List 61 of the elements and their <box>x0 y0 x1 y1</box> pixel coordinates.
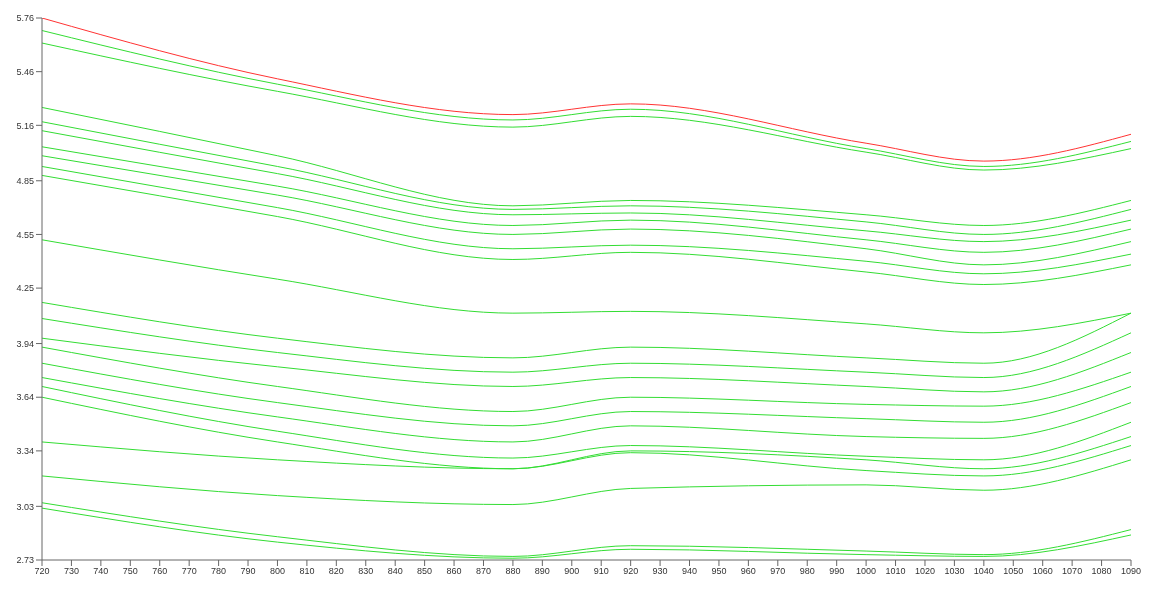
y-tick-label: 5.46 <box>16 66 34 77</box>
x-tick-label: 830 <box>358 566 374 577</box>
y-tick-label: 3.03 <box>16 501 34 512</box>
x-tick-label: 900 <box>564 566 580 577</box>
y-tick-label: 3.94 <box>16 338 34 349</box>
x-tick-label: 890 <box>534 566 550 577</box>
x-tick-label: 720 <box>34 566 50 577</box>
x-tick-label: 1000 <box>856 566 877 577</box>
x-tick-label: 1050 <box>1003 566 1024 577</box>
x-tick-label: 860 <box>446 566 462 577</box>
x-tick-label: 1090 <box>1120 566 1142 577</box>
y-tick-label: 2.73 <box>16 555 34 566</box>
x-tick-label: 740 <box>93 566 109 577</box>
x-tick-label: 920 <box>623 566 639 577</box>
line-series <box>42 146 1131 253</box>
line-series <box>42 337 1131 393</box>
x-tick-label: 1080 <box>1091 566 1112 577</box>
y-tick-label: 4.25 <box>16 283 34 294</box>
x-tick-label: 960 <box>740 566 756 577</box>
line-series <box>42 318 1131 379</box>
x-tick-label: 770 <box>181 566 197 577</box>
x-tick-label: 1060 <box>1032 566 1053 577</box>
x-tick-label: 930 <box>652 566 668 577</box>
x-tick-label: 820 <box>328 566 344 577</box>
y-tick-label: 5.16 <box>16 120 34 131</box>
x-tick-label: 1010 <box>885 566 906 577</box>
x-tick-label: 1040 <box>973 566 994 577</box>
y-tick-label: 5.76 <box>16 13 34 24</box>
x-tick-label: 850 <box>417 566 433 577</box>
x-tick-label: 870 <box>475 566 491 577</box>
x-tick-label: 970 <box>770 566 786 577</box>
x-tick-label: 730 <box>63 566 79 577</box>
x-tick-label: 940 <box>682 566 698 577</box>
x-tick-label: 780 <box>211 566 227 577</box>
y-tick-label: 4.55 <box>16 229 34 240</box>
x-tick-label: 790 <box>240 566 256 577</box>
x-tick-label: 800 <box>269 566 285 577</box>
x-tick-label: 1030 <box>944 566 965 577</box>
y-tick-label: 4.85 <box>16 175 34 186</box>
line-series <box>42 155 1131 266</box>
x-tick-label: 1020 <box>914 566 935 577</box>
x-tick-label: 980 <box>799 566 815 577</box>
line-series <box>42 459 1131 506</box>
line-series <box>42 106 1131 226</box>
x-tick-label: 1070 <box>1062 566 1083 577</box>
line-series <box>42 165 1131 275</box>
line-series <box>42 174 1131 286</box>
x-tick-label: 880 <box>505 566 521 577</box>
line-series <box>42 377 1131 443</box>
line-series <box>42 346 1131 413</box>
x-tick-label: 840 <box>387 566 403 577</box>
x-tick-label: 750 <box>122 566 138 577</box>
x-tick-label: 810 <box>299 566 315 577</box>
line-series <box>42 362 1131 427</box>
x-tick-label: 760 <box>152 566 168 577</box>
x-tick-label: 950 <box>711 566 727 577</box>
x-tick-label: 910 <box>593 566 609 577</box>
y-tick-label: 3.64 <box>16 392 34 403</box>
line-series <box>42 396 1131 477</box>
x-tick-label: 990 <box>829 566 845 577</box>
y-tick-label: 3.34 <box>16 446 34 457</box>
